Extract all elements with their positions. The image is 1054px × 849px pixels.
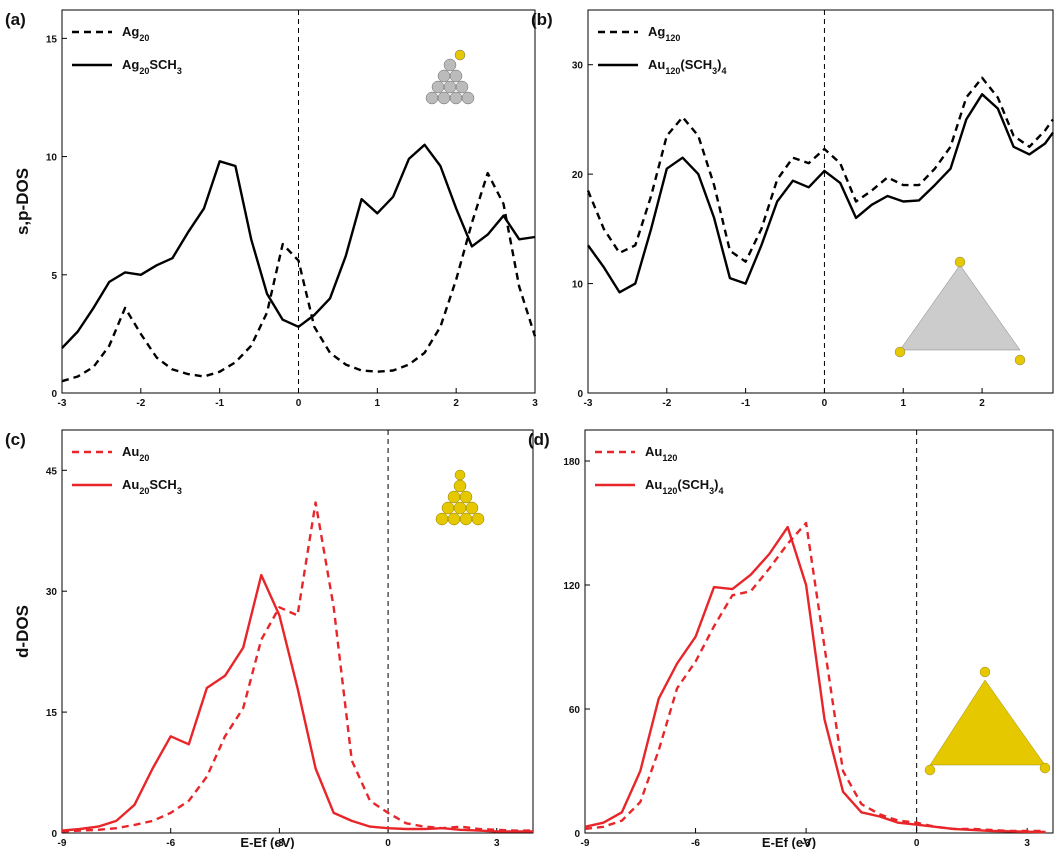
x-tick-label: 3 (494, 838, 500, 849)
series-line (61, 573, 533, 833)
y-tick-label: 45 (46, 466, 58, 477)
y-tick-label: 5 (51, 271, 57, 282)
y-tick-label: 20 (572, 170, 584, 181)
panel-label: (b) (531, 10, 553, 29)
x-tick-label: 1 (375, 398, 381, 409)
x-tick-label: -3 (584, 398, 593, 409)
legend-label: Au120(SCH3)4 (645, 477, 724, 496)
y-tick-label: 10 (46, 153, 58, 164)
legend-label: Au20SCH3 (122, 477, 182, 496)
series-line (586, 76, 1054, 263)
x-axis-label: E-Ef (eV) (762, 835, 816, 849)
x-axis-label: E-Ef (eV) (240, 835, 294, 849)
series-line (61, 171, 537, 383)
x-tick-label: 2 (453, 398, 459, 409)
x-tick-label: -6 (166, 838, 175, 849)
series-line (587, 93, 1054, 294)
legend-label: Ag120 (648, 24, 680, 43)
series-line (584, 525, 1046, 834)
x-tick-label: -3 (802, 838, 811, 849)
legend-label: Au20 (122, 444, 149, 463)
series-line (61, 501, 533, 833)
x-tick-label: -3 (58, 398, 67, 409)
x-tick-label: -3 (275, 838, 284, 849)
y-tick-label: 0 (574, 829, 580, 840)
panel-label: (a) (5, 10, 26, 29)
y-tick-label: 15 (46, 34, 58, 45)
panel-label: (d) (528, 430, 550, 449)
x-tick-label: 0 (822, 398, 828, 409)
y-tick-label: 180 (563, 457, 580, 468)
x-tick-label: 2 (979, 398, 985, 409)
plot-frame (584, 429, 1054, 834)
series-line (584, 521, 1046, 833)
legend-label: Ag20SCH3 (122, 57, 182, 76)
y-tick-label: 10 (572, 280, 584, 291)
plot-frame (61, 429, 534, 834)
y-tick-label: 15 (46, 708, 58, 719)
x-tick-label: -1 (741, 398, 750, 409)
y-axis-label: d-DOS (13, 605, 32, 658)
x-tick-label: -2 (662, 398, 671, 409)
series-line (61, 143, 536, 349)
x-tick-label: -9 (58, 838, 67, 849)
x-tick-label: -9 (581, 838, 590, 849)
x-tick-label: -1 (215, 398, 224, 409)
y-tick-label: 120 (563, 581, 580, 592)
x-tick-label: 0 (296, 398, 302, 409)
y-axis-label: s,p-DOS (13, 168, 32, 235)
y-tick-label: 0 (577, 389, 583, 400)
x-tick-label: -2 (136, 398, 145, 409)
inset-ag120 (894, 256, 1026, 366)
y-tick-label: 30 (572, 61, 584, 72)
x-tick-label: 3 (1024, 838, 1030, 849)
y-tick-label: 0 (51, 389, 57, 400)
inset-ag20 (425, 49, 475, 105)
x-tick-label: -6 (691, 838, 700, 849)
legend-label: Au120(SCH3)4 (648, 57, 727, 76)
inset-au120 (924, 666, 1051, 776)
plot-frame (587, 9, 1054, 394)
inset-au20 (435, 469, 485, 526)
y-tick-label: 30 (46, 587, 58, 598)
y-tick-label: 60 (569, 705, 581, 716)
x-tick-label: 3 (532, 398, 538, 409)
legend-label: Au120 (645, 444, 677, 463)
y-tick-label: 0 (51, 829, 57, 840)
panel-label: (c) (5, 430, 26, 449)
legend-label: Ag20 (122, 24, 149, 43)
x-tick-label: 0 (385, 838, 391, 849)
x-tick-label: 1 (900, 398, 906, 409)
x-tick-label: 0 (914, 838, 920, 849)
